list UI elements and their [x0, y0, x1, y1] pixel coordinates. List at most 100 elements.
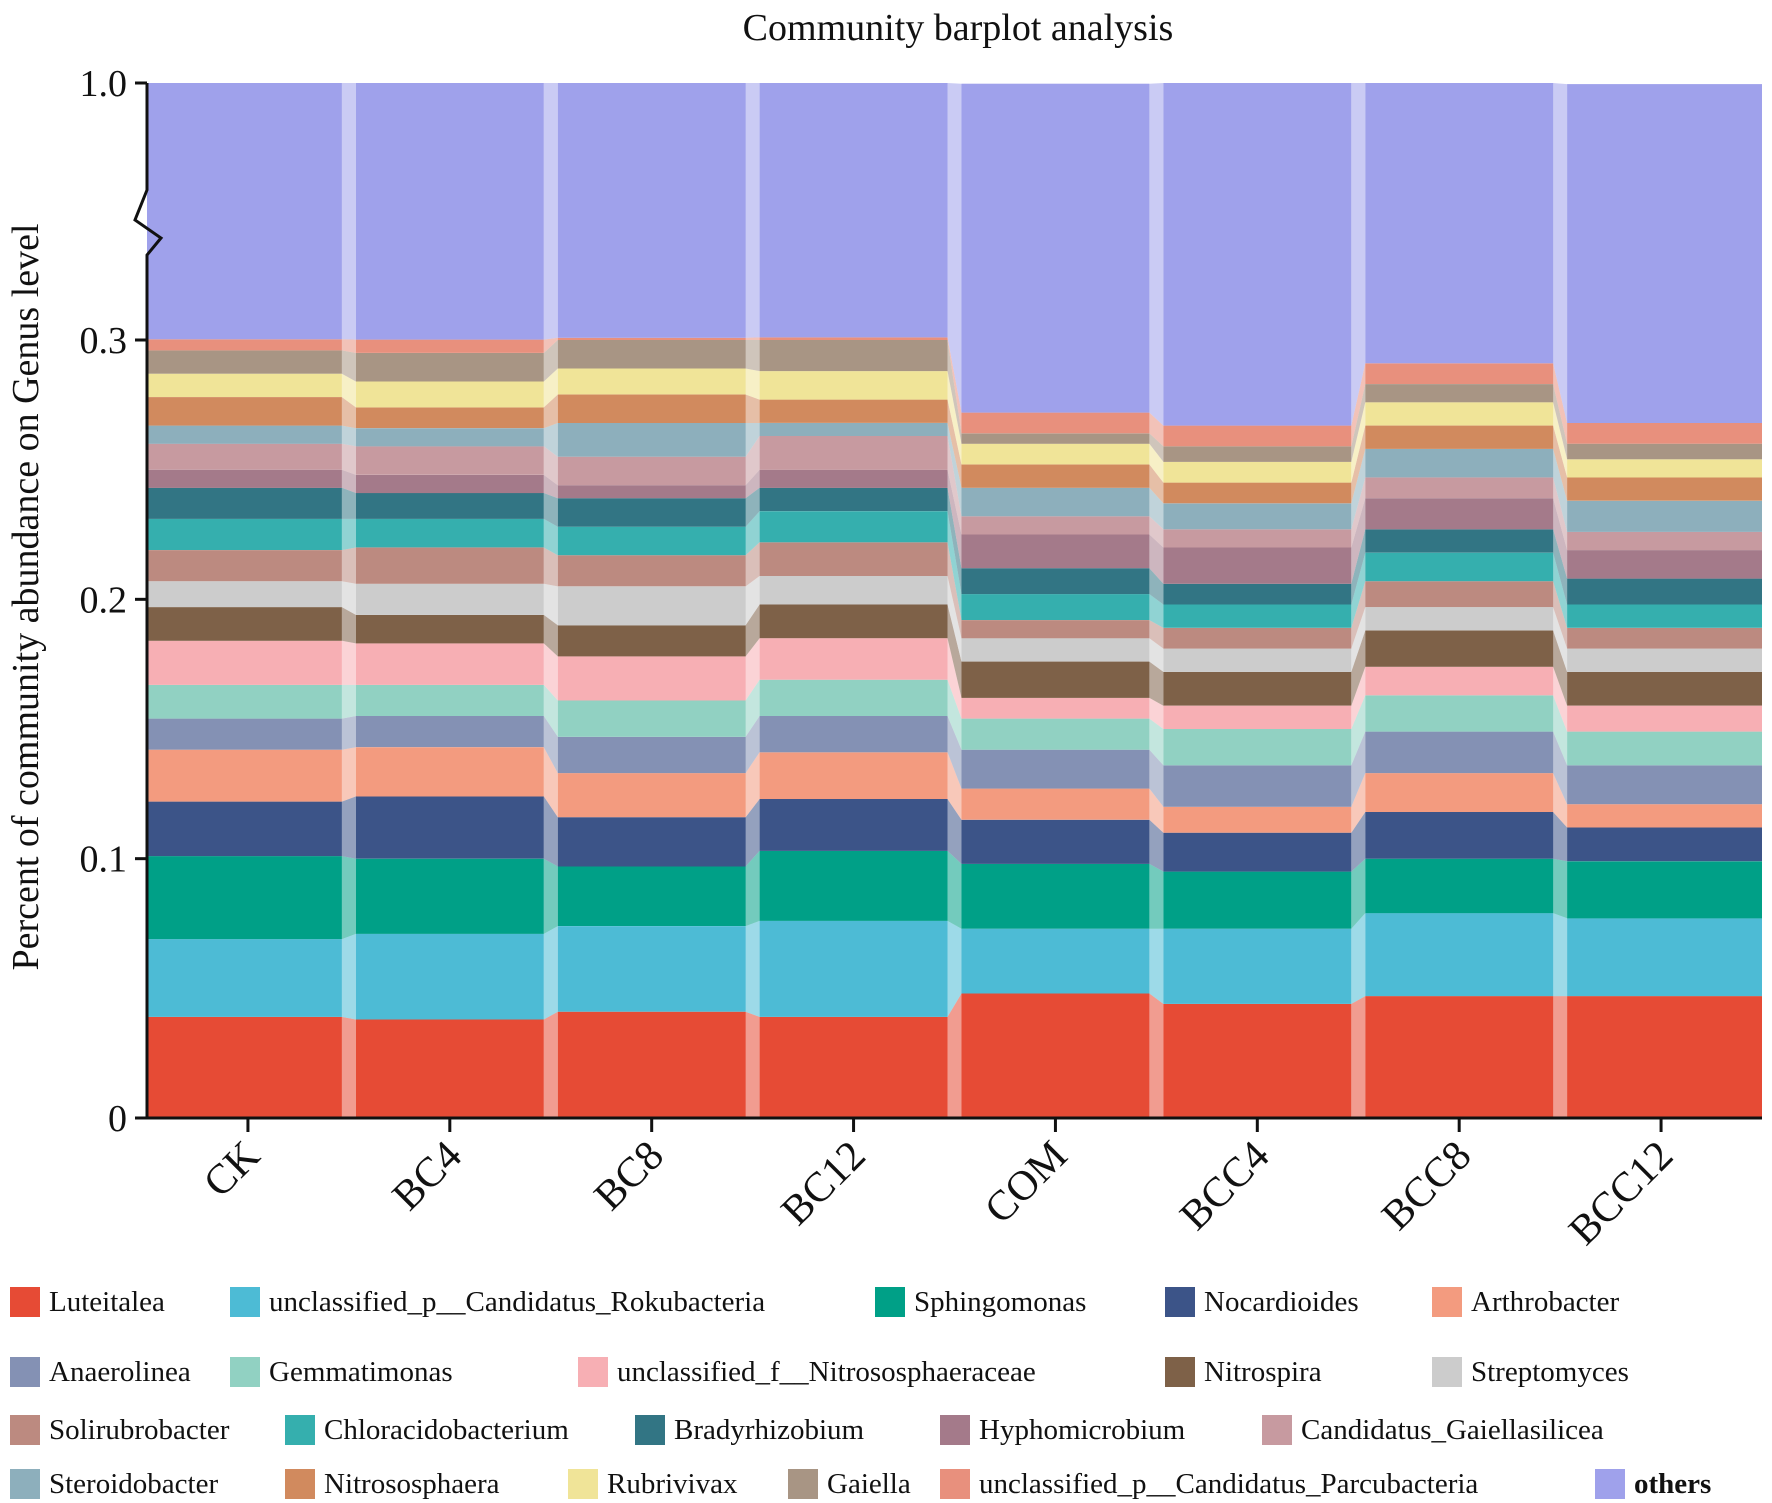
y-tick-label: 0.2	[80, 579, 128, 621]
legend-swatch	[230, 1287, 260, 1317]
bar-segment	[961, 83, 1150, 413]
legend-swatch	[568, 1469, 598, 1499]
bar-connector	[543, 926, 558, 1020]
bar-segment	[147, 469, 342, 488]
bar-segment	[355, 428, 544, 447]
bar-connector	[341, 487, 356, 519]
bar-segment	[759, 752, 948, 799]
bar-segment	[557, 736, 746, 774]
legend-label: Candidatus_Gaiellasilicea	[1301, 1413, 1604, 1446]
bar-segment	[1365, 83, 1554, 364]
bar-connector	[1351, 607, 1366, 672]
bar-segment	[1163, 705, 1352, 729]
bar-segment	[1567, 861, 1762, 919]
legend-swatch	[285, 1469, 315, 1499]
bar-connector	[947, 371, 962, 465]
bar-connector	[745, 850, 760, 927]
bar-segment	[1365, 402, 1554, 426]
bar-segment	[557, 866, 746, 926]
bar-connector	[1351, 858, 1366, 929]
legend-swatch	[788, 1469, 818, 1499]
bar-segment	[147, 749, 342, 802]
bar-segment	[1365, 552, 1554, 582]
bar-segment	[147, 350, 342, 374]
bar-segment	[355, 614, 544, 644]
bar-segment	[1365, 913, 1554, 997]
x-tick-label: BC12	[773, 1133, 875, 1235]
bar-segment	[759, 716, 948, 753]
bar-connector	[341, 716, 356, 750]
bar-connector	[745, 337, 760, 340]
bar-segment	[557, 526, 746, 556]
bar-segment	[1365, 858, 1554, 914]
bar-segment	[557, 773, 746, 818]
bar-connector	[341, 684, 356, 719]
bar-segment	[759, 83, 948, 338]
bar-segment	[147, 373, 342, 397]
bar-connector	[1351, 581, 1366, 649]
bar-connector	[1149, 928, 1164, 1004]
legend-label: Sphingomonas	[914, 1285, 1087, 1318]
legend-swatch	[1165, 1357, 1195, 1387]
legend-label: unclassified_f__Nitrososphaeraceae	[617, 1355, 1036, 1388]
bar-segment	[1567, 827, 1762, 862]
bar-connector	[543, 446, 558, 486]
chart-title: Community barplot analysis	[743, 7, 1174, 49]
plot-area	[147, 83, 1762, 1118]
bar-segment	[1365, 630, 1554, 667]
bar-connector	[341, 397, 356, 429]
bar-connector	[1351, 448, 1366, 530]
bar-connector	[543, 583, 558, 626]
bar-connector	[947, 399, 962, 488]
bar-connector	[1553, 498, 1568, 579]
legend-item: Solirubrobacter	[10, 1415, 229, 1445]
legend-swatch	[875, 1287, 905, 1317]
bar-segment	[1163, 671, 1352, 706]
bar-connector	[341, 350, 356, 382]
bar-connector	[341, 747, 356, 802]
bar-segment	[355, 933, 544, 1020]
bar-segment	[1163, 765, 1352, 807]
bar-segment	[1365, 773, 1554, 812]
legend: Luteitalea unclassified_p__Candidatus_Rok…	[0, 1262, 1772, 1503]
bar-segment	[961, 534, 1150, 569]
bar-connector	[1149, 594, 1164, 628]
bar-segment	[759, 604, 948, 639]
bar-connector	[341, 443, 356, 475]
bar-connector	[745, 1011, 760, 1118]
bar-segment	[1163, 547, 1352, 584]
bar-segment	[759, 399, 948, 423]
bar-connector	[1553, 666, 1568, 732]
bar-segment	[1163, 529, 1352, 548]
bar-segment	[961, 863, 1150, 929]
bar-segment	[961, 443, 1150, 465]
bar-segment	[759, 423, 948, 436]
bar-segment	[1163, 928, 1352, 1004]
bar-connector	[947, 469, 962, 569]
bar-connector	[947, 752, 962, 820]
legend-label: Solirubrobacter	[49, 1413, 230, 1446]
bar-connector	[543, 643, 558, 701]
bar-connector	[745, 920, 760, 1017]
bar-connector	[1149, 718, 1164, 766]
bar-connector	[1351, 83, 1366, 426]
bar-connector	[1149, 516, 1164, 548]
bar-connector	[543, 474, 558, 499]
bar-segment	[1365, 996, 1554, 1118]
bar-connector	[745, 487, 760, 527]
bar-segment	[1567, 578, 1762, 605]
bar-connector	[543, 394, 558, 429]
bar-connector	[745, 511, 760, 556]
bar-connector	[1351, 630, 1366, 706]
bar-segment	[1567, 423, 1762, 444]
bar-connector	[341, 373, 356, 408]
legend-label: Bradyrhizobium	[674, 1413, 865, 1446]
bar-segment	[1365, 581, 1554, 608]
legend-item: Bradyrhizobium	[635, 1415, 864, 1445]
bar-segment	[1365, 448, 1554, 478]
bar-segment	[355, 83, 544, 340]
bar-segment	[759, 337, 948, 340]
bar-segment	[355, 583, 544, 615]
bar-connector	[1149, 993, 1164, 1118]
bar-segment	[1365, 477, 1554, 499]
